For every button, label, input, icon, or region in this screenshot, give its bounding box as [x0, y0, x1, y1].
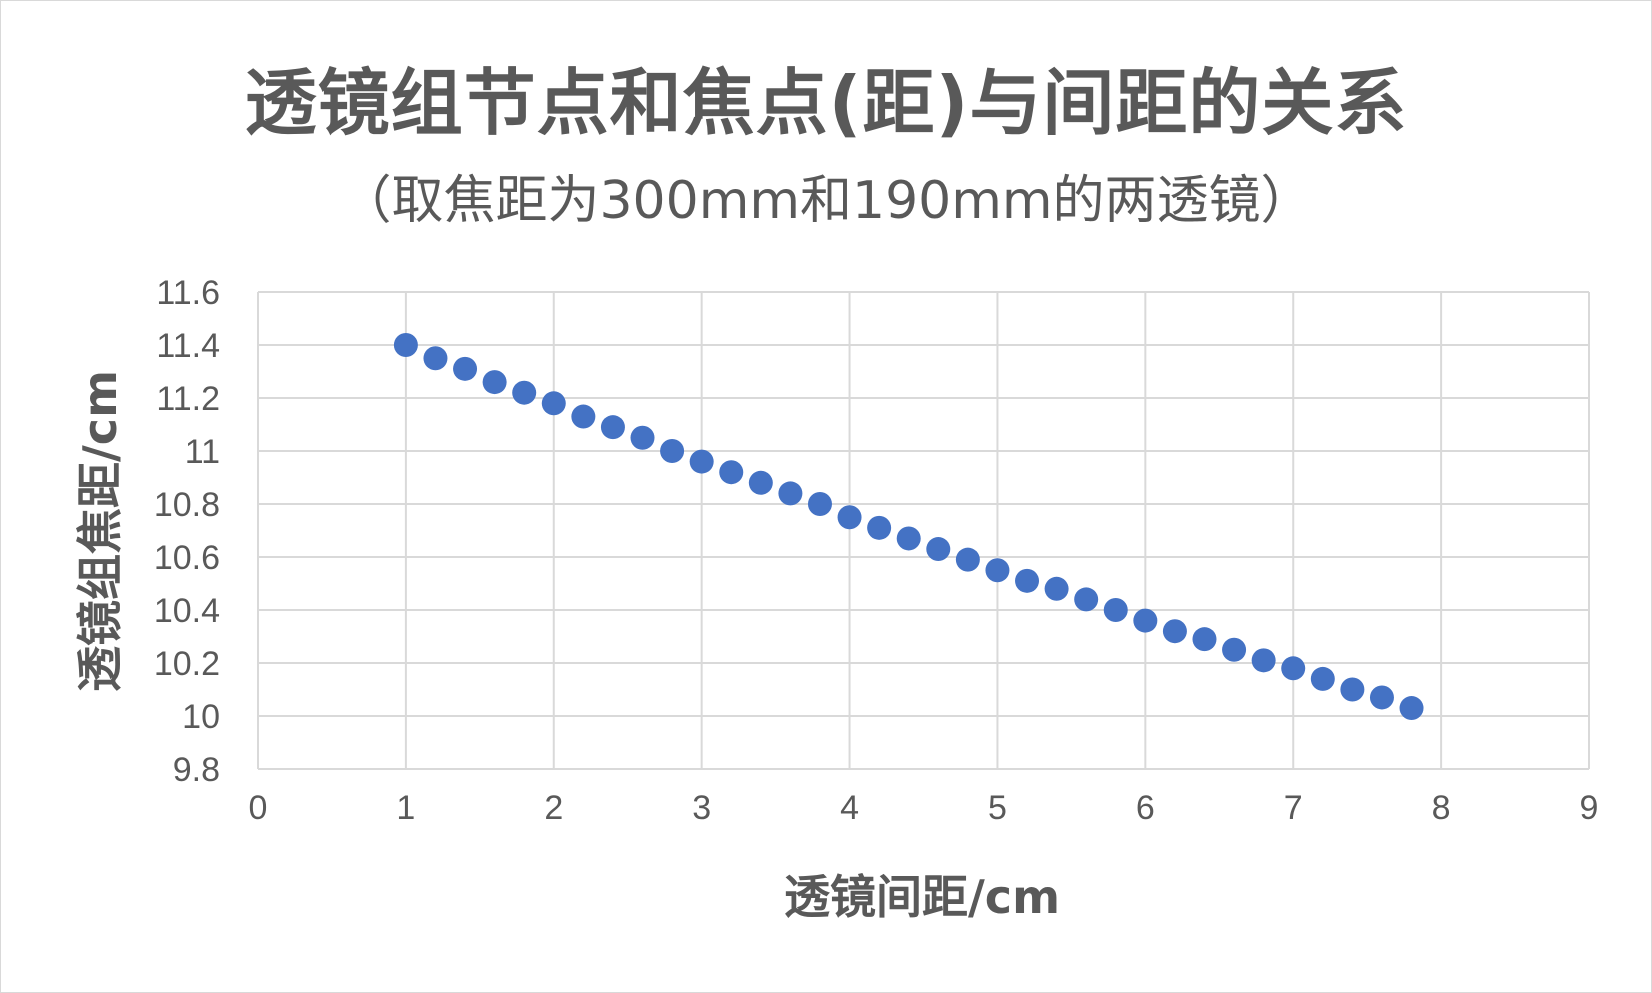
- x-tick-label: 6: [1136, 789, 1155, 827]
- y-tick-label: 11.2: [156, 380, 220, 418]
- data-point: [719, 460, 744, 485]
- y-tick-label: 11.4: [156, 327, 220, 365]
- x-tick-label: 9: [1580, 789, 1599, 827]
- data-point: [985, 558, 1010, 583]
- gridlines: [257, 291, 1590, 770]
- data-point: [453, 356, 478, 381]
- data-point: [1310, 666, 1335, 691]
- x-tick-label: 3: [692, 789, 711, 827]
- y-axis-ticks: 9.8 10 10.2 10.4 10.6 10.8 11 11.2 11.4 11.6: [154, 274, 220, 789]
- data-point: [1015, 568, 1040, 593]
- data-point: [512, 380, 537, 405]
- chart-subtitle: （取焦距为300mm和190mm的两透镜）: [339, 171, 1313, 231]
- chart-title: 透镜组节点和焦点(距)与间距的关系: [244, 61, 1408, 145]
- y-tick-label: 9.8: [173, 751, 220, 789]
- data-points: [393, 333, 1424, 721]
- x-axis-title: 透镜间距/cm: [784, 870, 1060, 924]
- x-tick-label: 5: [988, 789, 1007, 827]
- data-point: [482, 370, 507, 395]
- data-point: [896, 526, 921, 551]
- x-tick-label: 0: [249, 789, 268, 827]
- data-point: [630, 425, 655, 450]
- data-point: [1369, 685, 1394, 710]
- y-tick-label: 11.6: [156, 274, 220, 312]
- y-tick-label: 10.2: [154, 645, 220, 683]
- data-point: [600, 415, 625, 440]
- data-point: [423, 346, 448, 371]
- data-point: [1103, 598, 1128, 622]
- data-point: [1162, 619, 1187, 644]
- data-point: [1340, 677, 1365, 702]
- y-tick-label: 10.6: [154, 539, 220, 577]
- data-point: [837, 505, 862, 530]
- data-point: [778, 481, 803, 506]
- data-point: [955, 547, 980, 572]
- x-tick-label: 8: [1432, 789, 1451, 827]
- data-point: [1074, 587, 1099, 612]
- data-point: [1251, 648, 1276, 673]
- data-point: [541, 391, 566, 416]
- y-tick-label: 10: [182, 698, 220, 736]
- data-point: [807, 492, 832, 516]
- data-point: [1281, 656, 1306, 681]
- x-tick-label: 7: [1284, 789, 1303, 827]
- x-tick-label: 2: [544, 789, 563, 827]
- data-point: [571, 404, 596, 429]
- y-tick-label: 11: [185, 433, 220, 471]
- x-tick-label: 4: [840, 789, 859, 827]
- y-tick-label: 10.8: [154, 486, 220, 524]
- data-point: [1044, 576, 1069, 601]
- x-tick-label: 1: [396, 789, 415, 827]
- data-point: [660, 439, 685, 463]
- data-point: [689, 449, 714, 474]
- data-point: [393, 333, 418, 357]
- x-axis-ticks: 0 1 2 3 4 5 6 7 8 9: [249, 789, 1599, 827]
- data-point: [748, 470, 773, 495]
- data-point: [1133, 608, 1158, 633]
- y-tick-label: 10.4: [154, 592, 220, 630]
- data-point: [867, 515, 892, 540]
- data-point: [926, 537, 951, 562]
- data-point: [1399, 696, 1424, 721]
- y-axis-title: 透镜组焦距/cm: [73, 370, 127, 692]
- data-point: [1222, 637, 1247, 662]
- data-point: [1192, 627, 1217, 652]
